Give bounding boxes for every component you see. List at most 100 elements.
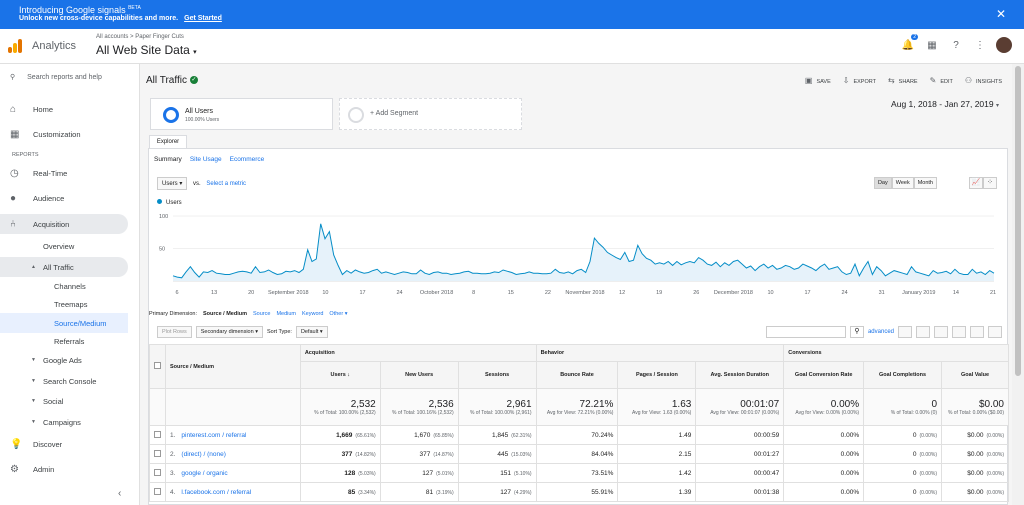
breadcrumb[interactable]: All accounts > Paper Finger Cuts <box>96 34 184 40</box>
close-icon[interactable]: ✕ <box>995 7 1006 21</box>
scrollbar-thumb[interactable] <box>1015 66 1021 376</box>
clock-icon: ◷ <box>10 167 19 179</box>
save-button[interactable]: ▣ SAVE <box>804 76 831 85</box>
sidebar-item-overview[interactable]: Overview <box>43 241 75 251</box>
add-segment-button[interactable]: + Add Segment <box>339 98 522 130</box>
source-link[interactable]: google / organic <box>181 469 228 477</box>
x-tick-label: 10 <box>322 290 328 296</box>
edit-button[interactable]: ✎ EDIT <box>929 76 953 85</box>
share-button[interactable]: ⇆ SHARE <box>887 76 918 85</box>
signals-banner: Introducing Google signals BETA Unlock n… <box>0 0 1024 29</box>
week-button[interactable]: Week <box>891 177 914 189</box>
motion-chart-icon[interactable]: ⁘ <box>983 177 997 189</box>
performance-view-icon[interactable] <box>934 326 948 338</box>
date-range-picker[interactable]: Aug 1, 2018 - Jan 27, 2019 ▾ <box>891 99 999 109</box>
secondary-dimension-dropdown[interactable]: Secondary dimension ▾ <box>195 326 263 338</box>
column-goal-value[interactable]: Goal Value <box>941 361 1009 389</box>
dimension-source[interactable]: Source <box>253 311 271 317</box>
sidebar-item-referrals[interactable]: Referrals <box>54 336 85 346</box>
term-cloud-icon[interactable] <box>970 326 984 338</box>
tab-explorer[interactable]: Explorer <box>149 135 187 149</box>
y-tick-label: 50 <box>159 247 165 253</box>
plot-rows-button[interactable]: Plot Rows <box>157 326 192 338</box>
users-line-chart: 100 50 6 13 20 September 2018 10 17 24 October 20… <box>159 214 996 296</box>
top-bar: Analytics All accounts > Paper Finger Cu… <box>0 29 1024 64</box>
chart-legend: Users <box>157 199 182 206</box>
sidebar-item-search-console[interactable]: ▼ Search Console <box>31 376 97 386</box>
pie-view-icon[interactable] <box>916 326 930 338</box>
x-tick-label: 17 <box>804 290 810 296</box>
column-avg-duration[interactable]: Avg. Session Duration <box>695 361 785 389</box>
group-conversions: Conversions <box>783 344 1009 362</box>
home-icon: ⌂ <box>10 103 17 115</box>
sidebar-search[interactable]: ⚲ Search reports and help <box>10 74 102 81</box>
dimension-medium[interactable]: Medium <box>276 311 296 317</box>
search-icon[interactable]: ⚲ <box>849 326 864 338</box>
insights-button[interactable]: ⚇ INSIGHTS <box>964 76 1002 85</box>
sidebar-item-google-ads[interactable]: ▼ Google Ads <box>31 355 82 365</box>
sidebar-item-discover[interactable]: 💡 Discover <box>10 438 63 450</box>
users-area <box>173 223 994 281</box>
pivot-view-icon[interactable] <box>988 326 1002 338</box>
x-tick-label: 8 <box>472 290 475 296</box>
row-checkbox[interactable] <box>154 487 161 495</box>
sidebar-item-channels[interactable]: Channels <box>54 281 86 291</box>
table-view-icon[interactable] <box>898 326 912 338</box>
column-source-medium[interactable]: Source / Medium <box>165 344 301 389</box>
help-icon[interactable]: ? <box>953 39 959 51</box>
column-new-users[interactable]: New Users <box>379 361 459 389</box>
line-chart-icon[interactable]: 📈 <box>969 177 983 189</box>
metric-dropdown[interactable]: Users ▾ <box>157 177 188 190</box>
sidebar-item-home[interactable]: ⌂ Home <box>10 103 54 115</box>
dimension-keyword[interactable]: Keyword <box>302 311 324 317</box>
column-goal-conv-rate[interactable]: Goal Conversion Rate <box>783 361 865 389</box>
export-button[interactable]: ⇩ EXPORT <box>842 76 876 85</box>
sidebar-item-realtime[interactable]: ◷ Real-Time <box>10 167 68 179</box>
column-goal-completions[interactable]: Goal Completions <box>863 361 943 389</box>
x-tick-label: 14 <box>953 290 959 296</box>
row-checkbox[interactable] <box>154 430 161 438</box>
property-selector[interactable]: All Web Site Data ▾ <box>96 43 197 57</box>
column-users[interactable]: Users ↓ <box>299 361 381 389</box>
collapse-icon[interactable]: ‹ <box>118 488 122 499</box>
row-checkbox[interactable] <box>154 449 161 457</box>
sidebar-item-campaigns[interactable]: ▼ Campaigns <box>31 417 81 427</box>
source-link[interactable]: (direct) / (none) <box>181 450 226 458</box>
get-started-link[interactable]: Get Started <box>184 15 222 22</box>
tab-site-usage[interactable]: Site Usage <box>189 156 222 163</box>
more-vert-icon[interactable]: ⋮ <box>975 39 985 51</box>
tab-ecommerce[interactable]: Ecommerce <box>229 156 265 163</box>
sidebar-item-acquisition[interactable]: ⑃ Acquisition <box>0 214 128 234</box>
table-filter-input[interactable] <box>765 326 846 338</box>
advanced-link[interactable]: advanced <box>867 329 894 335</box>
source-link[interactable]: pinterest.com / referral <box>181 431 247 439</box>
segment-all-users[interactable]: All Users 100.00% Users <box>150 98 333 130</box>
column-sessions[interactable]: Sessions <box>457 361 537 389</box>
tab-summary[interactable]: Summary <box>154 156 182 163</box>
select-metric-link[interactable]: Select a metric <box>206 181 247 187</box>
sidebar-item-audience[interactable]: ● Audience <box>10 192 65 204</box>
sort-type-dropdown[interactable]: Default ▾ <box>295 326 328 338</box>
sidebar-item-treemaps[interactable]: Treemaps <box>54 299 88 309</box>
apps-grid-icon[interactable]: ▦ <box>927 39 937 51</box>
sidebar-item-source-medium[interactable]: Source/Medium <box>0 313 128 333</box>
select-all-checkbox[interactable] <box>154 362 161 369</box>
comparison-view-icon[interactable] <box>952 326 966 338</box>
sidebar-item-admin[interactable]: ⚙ Admin <box>10 463 55 475</box>
dimension-other[interactable]: Other ▾ <box>329 311 348 317</box>
bell-icon[interactable]: 🔔 2 <box>901 34 918 51</box>
month-button[interactable]: Month <box>913 177 937 189</box>
day-button[interactable]: Day <box>873 177 892 189</box>
users-series-line <box>172 223 995 279</box>
table-row: 1. pinterest.com / referral 1,669 (65.61%)… <box>149 425 1009 445</box>
sidebar-item-social[interactable]: ▼ Social <box>31 396 64 406</box>
source-link[interactable]: l.facebook.com / referral <box>181 488 252 496</box>
sidebar-item-all-traffic[interactable]: ▲ All Traffic <box>0 257 128 277</box>
column-pages-session[interactable]: Pages / Session <box>617 361 697 389</box>
sidebar-item-customization[interactable]: ▦ Customization <box>10 128 81 140</box>
sidebar: ⚲ Search reports and help ⌂ Home ▦ Customiz… <box>0 64 140 505</box>
avatar[interactable] <box>996 37 1012 53</box>
row-checkbox[interactable] <box>154 468 161 476</box>
column-bounce-rate[interactable]: Bounce Rate <box>535 361 619 389</box>
page-scrollbar[interactable] <box>1012 64 1024 505</box>
